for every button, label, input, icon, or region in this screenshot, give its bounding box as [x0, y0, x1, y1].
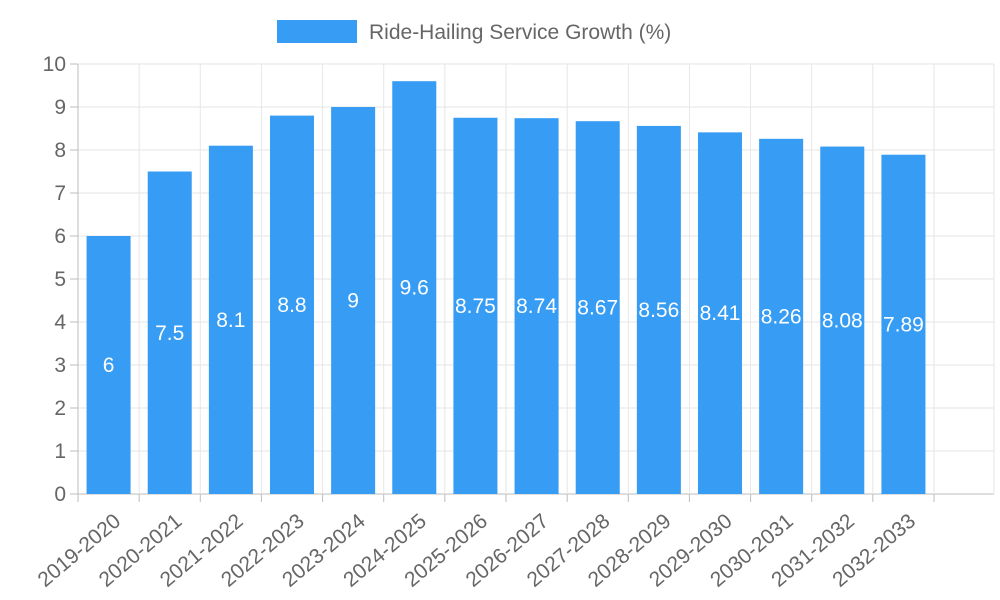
bar [86, 236, 131, 494]
x-axis: 2019-20202020-20212021-20222022-20232023… [34, 494, 935, 592]
bar-labels: 6 7.5 8.1 8.8 9 9.6 8.75 8.74 8.67 8.56 8.41 8.26 8.… [103, 277, 924, 377]
legend-swatch [277, 20, 357, 43]
bar [514, 118, 559, 495]
y-tick-label: 2 [54, 397, 66, 420]
y-tick-label: 4 [54, 311, 66, 334]
bar [636, 125, 681, 495]
legend[interactable]: Ride-Hailing Service Growth (%) [277, 20, 671, 44]
bar [881, 154, 926, 495]
bar-value-label: 8.74 [516, 295, 557, 318]
bar-value-label: 8.67 [577, 297, 618, 320]
bar [392, 81, 437, 494]
bars [86, 81, 926, 495]
y-tick-label: 8 [54, 139, 66, 162]
y-tick-label: 5 [54, 268, 66, 291]
bar [208, 145, 253, 494]
bar [697, 132, 743, 494]
y-tick-label: 9 [54, 96, 66, 119]
y-tick-label: 7 [54, 182, 66, 205]
bar [453, 117, 498, 494]
bar [269, 115, 315, 494]
bar-value-label: 8.1 [216, 309, 245, 332]
bar-value-label: 8.56 [638, 299, 679, 322]
y-tick-label: 3 [54, 354, 66, 377]
bar [575, 121, 620, 494]
y-tick-label: 0 [54, 483, 66, 506]
bar [759, 138, 804, 494]
y-axis: 0 1 2 3 4 5 6 7 8 9 10 [43, 53, 78, 506]
bar-value-label: 8.08 [822, 309, 863, 332]
y-tick-label: 6 [54, 225, 66, 248]
bar-value-label: 6 [103, 354, 115, 377]
legend-label: Ride-Hailing Service Growth (%) [369, 21, 671, 44]
bar [331, 107, 376, 494]
y-tick-label: 10 [43, 53, 66, 76]
bar-value-label: 7.89 [883, 313, 924, 336]
bar-value-label: 8.8 [277, 294, 306, 317]
bar [820, 146, 865, 494]
bar-value-label: 7.5 [155, 322, 184, 345]
bar-value-label: 8.41 [700, 302, 741, 325]
bar [147, 171, 192, 494]
bar-value-label: 8.26 [761, 305, 802, 328]
bar-value-label: 8.75 [455, 295, 496, 318]
y-tick-label: 1 [54, 440, 66, 463]
bar-value-label: 9.6 [400, 277, 429, 300]
bar-value-label: 9 [347, 290, 359, 313]
